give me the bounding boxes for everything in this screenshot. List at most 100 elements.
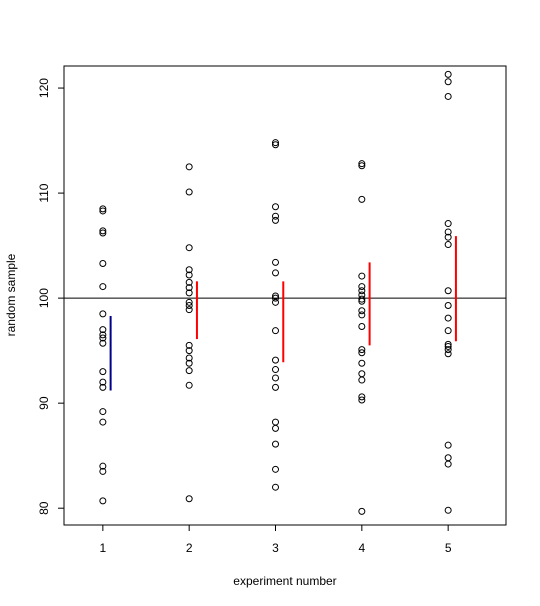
y-tick-label-80: 80 bbox=[37, 501, 51, 515]
data-point-1-9 bbox=[99, 331, 107, 339]
data-point-3-20 bbox=[272, 483, 280, 491]
x-tick-label-3: 3 bbox=[272, 541, 279, 555]
data-point-1-11 bbox=[99, 339, 107, 347]
data-point-4-16 bbox=[358, 370, 366, 378]
x-tick-label-4: 4 bbox=[358, 541, 365, 555]
data-point-3-9 bbox=[272, 294, 280, 302]
data-point-1-7 bbox=[99, 310, 107, 318]
data-point-1-10 bbox=[99, 334, 107, 342]
data-point-2-11 bbox=[185, 306, 193, 314]
data-point-1-12 bbox=[99, 368, 107, 376]
data-point-2-14 bbox=[185, 354, 193, 362]
data-point-2-4 bbox=[185, 266, 193, 274]
data-point-5-12 bbox=[444, 340, 452, 348]
data-point-5-5 bbox=[444, 228, 452, 236]
data-point-1-17 bbox=[99, 462, 107, 470]
data-point-5-7 bbox=[444, 241, 452, 249]
data-point-3-18 bbox=[272, 440, 280, 448]
data-point-5-15 bbox=[444, 350, 452, 358]
axis-layer: 1 2 3 4 5 80 90 100 110 120 bbox=[37, 78, 452, 555]
data-point-3-14 bbox=[272, 374, 280, 382]
data-point-4-17 bbox=[358, 376, 366, 384]
data-point-1-4 bbox=[99, 229, 107, 237]
plot-frame bbox=[63, 65, 507, 526]
data-point-5-14 bbox=[444, 346, 452, 354]
data-point-3-17 bbox=[272, 424, 280, 432]
data-point-5-3 bbox=[444, 92, 452, 100]
data-point-3-6 bbox=[272, 258, 280, 266]
y-tick-label-110: 110 bbox=[37, 183, 51, 202]
data-point-2-12 bbox=[185, 341, 193, 349]
data-point-2-10 bbox=[185, 301, 193, 309]
data-point-2-3 bbox=[185, 244, 193, 252]
data-point-4-20 bbox=[358, 507, 366, 515]
y-axis-title: random sample bbox=[4, 253, 18, 336]
data-point-5-8 bbox=[444, 287, 452, 295]
data-point-5-1 bbox=[444, 70, 452, 78]
data-point-3-16 bbox=[272, 418, 280, 426]
data-point-1-8 bbox=[99, 326, 107, 334]
data-layer bbox=[64, 70, 506, 515]
x-tick-label-2: 2 bbox=[186, 541, 193, 555]
data-point-1-1 bbox=[99, 205, 107, 213]
data-point-5-9 bbox=[444, 301, 452, 309]
data-point-5-18 bbox=[444, 460, 452, 468]
data-point-3-3 bbox=[272, 203, 280, 211]
data-point-3-11 bbox=[272, 327, 280, 335]
data-point-3-19 bbox=[272, 465, 280, 473]
data-point-5-11 bbox=[444, 327, 452, 335]
data-point-2-15 bbox=[185, 359, 193, 367]
data-point-3-13 bbox=[272, 366, 280, 374]
data-point-4-4 bbox=[358, 272, 366, 280]
data-point-2-17 bbox=[185, 381, 193, 389]
x-tick-label-5: 5 bbox=[445, 541, 452, 555]
data-point-5-19 bbox=[444, 506, 452, 514]
data-point-4-9 bbox=[358, 297, 366, 305]
data-point-3-10 bbox=[272, 298, 280, 306]
data-point-2-16 bbox=[185, 367, 193, 375]
data-point-3-15 bbox=[272, 383, 280, 391]
data-point-1-5 bbox=[99, 259, 107, 267]
data-point-1-6 bbox=[99, 283, 107, 291]
data-point-4-15 bbox=[358, 359, 366, 367]
data-point-2-2 bbox=[185, 188, 193, 196]
data-point-2-6 bbox=[185, 278, 193, 286]
data-point-5-17 bbox=[444, 454, 452, 462]
data-point-1-15 bbox=[99, 408, 107, 416]
data-point-5-6 bbox=[444, 233, 452, 241]
data-point-5-16 bbox=[444, 441, 452, 449]
data-point-1-19 bbox=[99, 497, 107, 505]
data-point-4-5 bbox=[358, 283, 366, 291]
x-tick-label-1: 1 bbox=[100, 541, 107, 555]
data-point-5-2 bbox=[444, 78, 452, 86]
data-point-1-14 bbox=[99, 383, 107, 391]
data-point-5-13 bbox=[444, 342, 452, 350]
data-point-2-9 bbox=[185, 298, 193, 306]
data-point-5-10 bbox=[444, 314, 452, 322]
data-point-4-6 bbox=[358, 287, 366, 295]
data-point-4-10 bbox=[358, 307, 366, 315]
data-point-3-5 bbox=[272, 216, 280, 224]
data-point-2-18 bbox=[185, 495, 193, 503]
data-point-4-19 bbox=[358, 396, 366, 404]
data-point-1-3 bbox=[99, 227, 107, 235]
data-point-3-7 bbox=[272, 269, 280, 277]
x-axis-title: experiment number bbox=[233, 574, 336, 588]
data-point-4-8 bbox=[358, 295, 366, 303]
data-point-4-14 bbox=[358, 349, 366, 357]
data-point-1-16 bbox=[99, 418, 107, 426]
data-point-1-18 bbox=[99, 467, 107, 475]
data-point-4-11 bbox=[358, 311, 366, 319]
y-tick-label-90: 90 bbox=[37, 396, 51, 410]
y-tick-label-100: 100 bbox=[37, 288, 51, 308]
data-point-3-2 bbox=[272, 141, 280, 149]
data-point-3-12 bbox=[272, 356, 280, 364]
data-point-4-3 bbox=[358, 195, 366, 203]
data-point-2-1 bbox=[185, 163, 193, 171]
data-point-4-1 bbox=[358, 160, 366, 168]
data-point-1-13 bbox=[99, 378, 107, 386]
data-point-5-4 bbox=[444, 220, 452, 228]
data-point-2-5 bbox=[185, 271, 193, 279]
data-point-4-12 bbox=[358, 322, 366, 330]
